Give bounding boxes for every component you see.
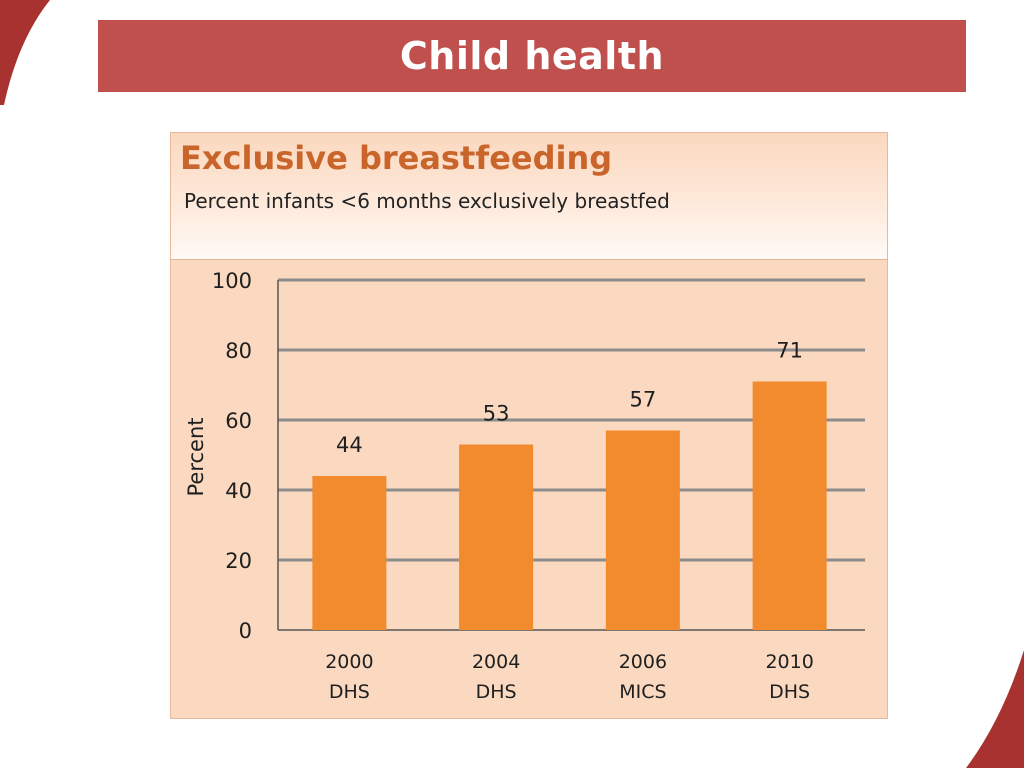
y-tick-label: 80 xyxy=(225,339,252,363)
bar xyxy=(312,476,387,630)
chart-header: Exclusive breastfeeding Percent infants … xyxy=(171,133,887,260)
bar-chart-plot: 0 20 40 60 80 100 Percent 44 2000 DHS 53 2004 DHS 57 2… xyxy=(184,269,865,703)
y-tick-label: 0 xyxy=(239,619,252,643)
x-category-label: DHS xyxy=(329,681,370,703)
x-category-label: MICS xyxy=(619,681,666,703)
corner-decoration-bottom-right xyxy=(966,650,1024,768)
y-tick-label: 40 xyxy=(225,479,252,503)
x-category-label: 2010 xyxy=(765,651,813,673)
x-category-label: 2000 xyxy=(325,651,373,673)
bar-value-label: 57 xyxy=(630,388,657,412)
chart-subtitle: Percent infants <6 months exclusively br… xyxy=(184,189,670,213)
corner-decoration-top-left xyxy=(0,0,50,105)
bar-value-label: 53 xyxy=(483,402,510,426)
bar xyxy=(459,444,534,630)
x-category-label: DHS xyxy=(769,681,810,703)
slide-title: Child health xyxy=(399,34,665,78)
x-category-label: DHS xyxy=(476,681,517,703)
y-axis-title: Percent xyxy=(184,417,208,496)
y-tick-label: 20 xyxy=(225,549,252,573)
chart-title: Exclusive breastfeeding xyxy=(180,139,613,177)
bar-value-label: 71 xyxy=(776,339,803,363)
bar xyxy=(605,430,680,630)
y-tick-label: 60 xyxy=(225,409,252,433)
bar-value-label: 44 xyxy=(336,433,363,457)
title-banner: Child health xyxy=(98,20,966,92)
bar xyxy=(752,381,827,630)
y-tick-label: 100 xyxy=(212,269,252,293)
x-category-label: 2004 xyxy=(472,651,520,673)
chart-panel: Exclusive breastfeeding Percent infants … xyxy=(170,132,888,719)
x-category-label: 2006 xyxy=(619,651,667,673)
